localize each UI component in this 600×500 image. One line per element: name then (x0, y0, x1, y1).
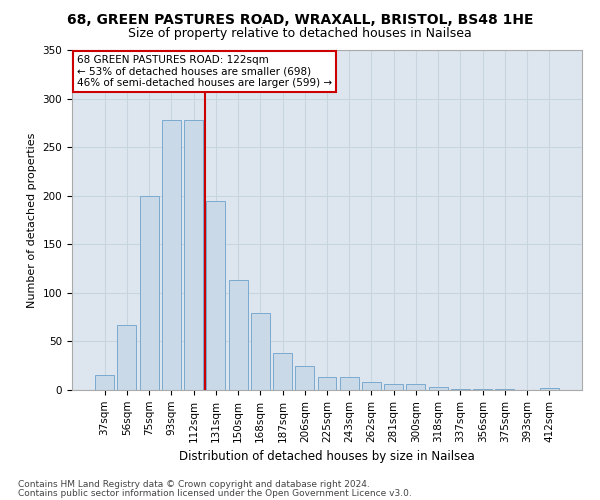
Bar (317, 378, 337, 390)
Bar (362, 382, 381, 390)
Text: Contains HM Land Registry data © Crown copyright and database right 2024.: Contains HM Land Registry data © Crown c… (18, 480, 370, 489)
Text: 68 GREEN PASTURES ROAD: 122sqm
← 53% of detached houses are smaller (698)
46% of: 68 GREEN PASTURES ROAD: 122sqm ← 53% of … (77, 55, 332, 88)
Y-axis label: Number of detached properties: Number of detached properties (27, 132, 37, 308)
Bar (229, 280, 248, 390)
Bar (118, 325, 136, 390)
Bar (496, 389, 514, 390)
Text: 68, GREEN PASTURES ROAD, WRAXALL, BRISTOL, BS48 1HE: 68, GREEN PASTURES ROAD, WRAXALL, BRISTO… (67, 12, 533, 26)
Bar (429, 387, 448, 390)
Bar (340, 378, 359, 390)
Text: Size of property relative to detached houses in Nailsea: Size of property relative to detached ho… (128, 28, 472, 40)
X-axis label: Distribution of detached houses by size in Nailsea: Distribution of detached houses by size … (179, 450, 475, 463)
Bar (384, 384, 403, 390)
Bar (206, 200, 225, 390)
Bar (540, 388, 559, 390)
Bar (295, 366, 314, 390)
Bar (251, 314, 270, 390)
Bar (162, 120, 181, 390)
Bar (140, 196, 158, 390)
Bar (451, 389, 470, 390)
Bar (95, 376, 114, 390)
Bar (273, 353, 292, 390)
Bar (184, 120, 203, 390)
Bar (406, 384, 425, 390)
Text: Contains public sector information licensed under the Open Government Licence v3: Contains public sector information licen… (18, 489, 412, 498)
Bar (473, 389, 492, 390)
